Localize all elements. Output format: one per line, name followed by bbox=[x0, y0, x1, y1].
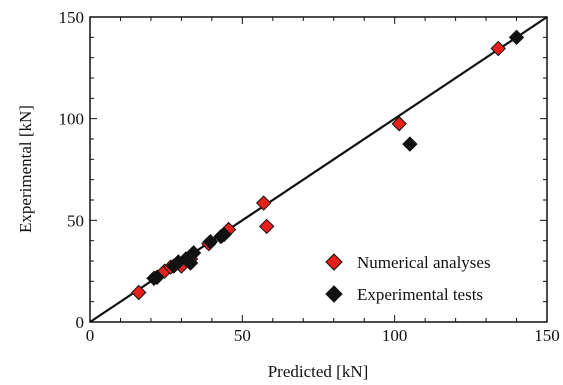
legend-marker-numerical bbox=[325, 253, 343, 271]
legend-item-numerical: Numerical analyses bbox=[325, 253, 491, 272]
plot-frame bbox=[89, 16, 548, 323]
legend-item-experimental: Experimental tests bbox=[325, 285, 483, 304]
data-point bbox=[216, 226, 232, 243]
data-point bbox=[258, 218, 275, 235]
axes: 0 50 100 150 0 50 100 150 bbox=[59, 8, 560, 345]
x-tick-label: 100 bbox=[382, 326, 408, 345]
x-tick-label: 0 bbox=[86, 326, 95, 345]
data-point bbox=[202, 233, 219, 250]
y-tick-label: 100 bbox=[59, 110, 85, 129]
plot-area bbox=[89, 16, 548, 323]
data-point bbox=[391, 116, 407, 132]
data-point bbox=[490, 40, 506, 57]
data-point bbox=[149, 269, 165, 285]
y-tick-label: 0 bbox=[76, 313, 85, 332]
data-point bbox=[402, 136, 418, 152]
legend-label-experimental: Experimental tests bbox=[357, 285, 483, 304]
x-tick-label: 150 bbox=[534, 326, 560, 345]
x-tick-label: 50 bbox=[234, 326, 251, 345]
data-point bbox=[182, 255, 199, 271]
y-axis-label: Experimental [kN] bbox=[16, 105, 35, 233]
y-tick-label: 150 bbox=[59, 8, 85, 27]
legend-marker-experimental bbox=[325, 285, 343, 303]
y-tick-label: 50 bbox=[67, 211, 84, 230]
data-point bbox=[131, 284, 147, 301]
legend: Numerical analyses Experimental tests bbox=[325, 253, 491, 304]
data-point bbox=[255, 195, 272, 211]
legend-label-numerical: Numerical analyses bbox=[357, 253, 491, 272]
x-axis-label: Predicted [kN] bbox=[268, 362, 369, 381]
data-point bbox=[508, 29, 525, 46]
data-point bbox=[185, 245, 202, 261]
series-experimental-tests bbox=[146, 29, 525, 286]
